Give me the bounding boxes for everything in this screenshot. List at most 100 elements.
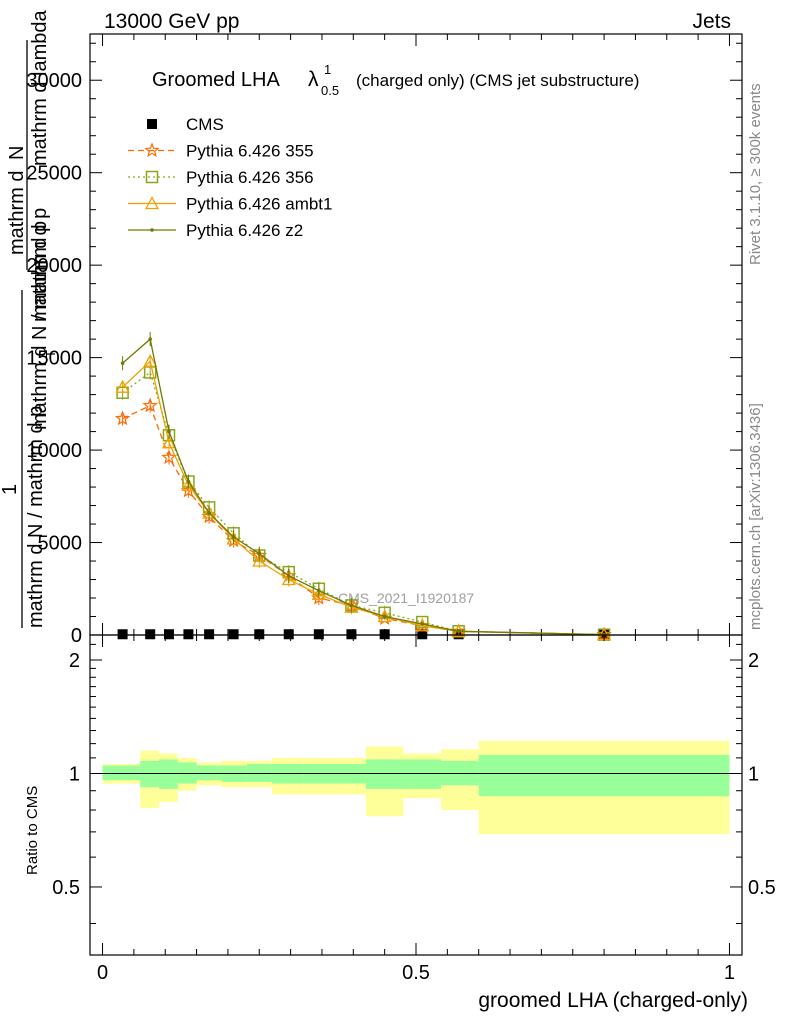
data-point: [161, 435, 177, 449]
data-point: [142, 397, 158, 413]
main-ytick-labels: 0 5000 10000 15000 20000 25000 30000: [26, 70, 82, 647]
rivet-label: Rivet 3.1.10, ≥ 300k events: [747, 83, 764, 265]
data-point: [257, 551, 262, 556]
stat-uncertainty-band: [140, 760, 159, 788]
legend-marker: [144, 142, 160, 158]
series-line: [122, 360, 605, 636]
data-point: [456, 629, 461, 634]
ytick-label: 5000: [38, 533, 83, 555]
ylabel-bottom-2: mathrm d N / mathrm d p: [29, 208, 51, 430]
data-point: [254, 629, 265, 640]
main-panel: 0 5000 10000 15000 20000 25000 30000 Groomed L…: [0, 10, 743, 647]
data-point: [378, 606, 391, 620]
data-point: [420, 622, 425, 626]
ratio-ticks: [90, 635, 742, 955]
mcplots-label: mcplots.cern.ch [arXiv:1306.3436]: [747, 403, 764, 630]
data-point: [317, 588, 321, 593]
ratio-ytick-label-right: 0.5: [748, 877, 776, 899]
data-point: [207, 511, 211, 515]
data-point: [311, 586, 326, 600]
legend-label: Pythia 6.426 356: [186, 168, 314, 187]
data-point: [313, 629, 324, 640]
stat-uncertainty-band: [196, 765, 222, 781]
legend-marker: [150, 228, 154, 232]
data-point: [115, 379, 130, 393]
data-point: [379, 629, 390, 640]
ratio-panel: 0.5 0.51 12 2 0 0.5 1 Ratio to CMS groomed LH…: [24, 634, 776, 1012]
ylabel-denominator: mathrm d p: [29, 221, 51, 322]
data-point: [228, 629, 239, 640]
data-point: [346, 629, 357, 640]
ytick-label: 30000: [26, 70, 82, 92]
ytick-label: 0: [71, 625, 82, 647]
main-ylabel: mathrm d N mathrm d p mathrm d lambda 1 …: [0, 10, 58, 628]
data-point: [286, 574, 291, 578]
ratio-ytick-labels: 0.5 0.5 1 1 2 2: [52, 650, 776, 899]
data-point: [186, 479, 191, 484]
ytick-label: 25000: [26, 163, 82, 185]
legend-marker: [145, 170, 159, 184]
ratio-bands: [102, 740, 730, 835]
stat-uncertainty-band: [246, 763, 272, 782]
ylabel-numerator-n: N: [6, 146, 28, 160]
title-sup: 1: [324, 62, 331, 77]
ratio-ytick-label: 1: [69, 763, 80, 785]
legend-label: Pythia 6.426 355: [186, 142, 314, 161]
x-axis-label: groomed LHA (charged-only): [478, 989, 748, 1012]
ratio-ytick-label: 0.5: [52, 877, 80, 899]
ytick-label: 15000: [26, 348, 82, 370]
ylabel-one: 1: [0, 484, 21, 495]
stat-uncertainty-band: [365, 759, 404, 789]
data-point: [450, 623, 467, 638]
ytick-label: 20000: [26, 255, 82, 277]
ratio-ytick-label-right: 1: [748, 763, 759, 785]
data-point: [281, 572, 296, 586]
header-process: 13000 GeV pp: [104, 10, 239, 33]
data-point: [252, 553, 267, 567]
xtick-label: 0.5: [402, 962, 430, 984]
data-point: [120, 361, 125, 365]
ylabel-bottom-1: mathrm d N / mathrm d p: [25, 406, 47, 628]
ylabel-numerator: mathrm d: [6, 171, 28, 255]
legend: CMS Pythia 6.426 355 Pythia 6.426 356 Pythi…: [128, 115, 332, 240]
data-point: [349, 603, 354, 608]
data-point: [143, 353, 158, 367]
data-point: [283, 629, 294, 640]
legend-label: Pythia 6.426 z2: [186, 221, 303, 240]
data-point: [416, 615, 429, 629]
data-point: [204, 629, 215, 640]
data-point: [163, 629, 174, 640]
series-line: [122, 337, 605, 636]
stat-uncertainty-band: [102, 765, 141, 781]
legend-marker: [144, 196, 160, 210]
title-sub: 0.5: [321, 83, 339, 98]
xtick-label: 0: [97, 962, 108, 984]
data-point: [183, 629, 194, 640]
legend-marker: [147, 119, 157, 129]
data-point: [114, 410, 131, 426]
stat-uncertainty-band: [403, 759, 442, 789]
stat-uncertainty-band: [478, 754, 730, 797]
data-point: [415, 618, 430, 632]
ratio-xtick-labels: 0 0.5 1: [97, 962, 735, 984]
ylabel-subscript-t: T: [43, 350, 58, 358]
title-lambda: λ: [308, 68, 319, 91]
data-point: [145, 629, 156, 640]
header-category: Jets: [692, 10, 731, 33]
data-point: [382, 614, 387, 619]
data-point: [161, 449, 177, 465]
data-point: [231, 535, 236, 539]
title-rest: (charged only) (CMS jet substructure): [356, 71, 639, 90]
title-main: Groomed LHA: [152, 69, 280, 91]
data-point: [181, 477, 196, 491]
data-point: [417, 629, 428, 640]
ratio-ylabel: Ratio to CMS: [24, 786, 41, 875]
ratio-ytick-label-right: 2: [748, 650, 759, 672]
xtick-label: 1: [724, 962, 735, 984]
legend-label: CMS: [186, 115, 224, 134]
data-point: [167, 429, 171, 434]
stat-uncertainty-band: [158, 759, 178, 789]
main-series: [114, 332, 612, 642]
data-point: [117, 629, 128, 640]
